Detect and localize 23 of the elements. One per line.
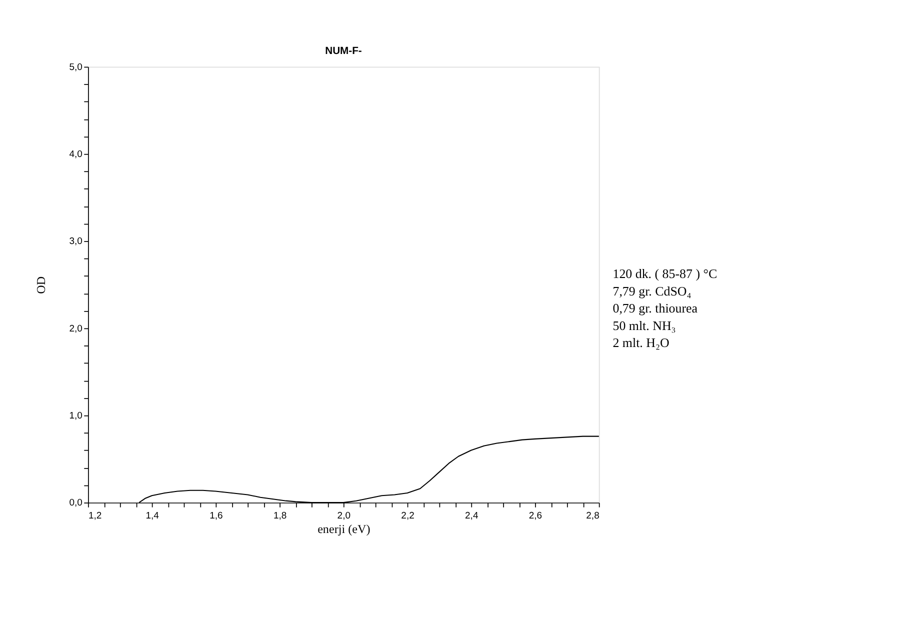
x-tick-label: 1,4 xyxy=(146,510,159,522)
chart-title: NUM-F- xyxy=(325,46,362,57)
y-tick-label: 0,0 xyxy=(69,498,82,509)
text: 0,79 gr. thiourea xyxy=(612,300,698,316)
x-tick-label: 2,0 xyxy=(337,510,350,522)
text: 120 dk. ( 85-87 ) °C xyxy=(612,266,718,281)
text: 50 mlt. NH₃ xyxy=(612,318,676,333)
y-tick-label: 5,0 xyxy=(69,62,82,73)
x-tick-label: 1,2 xyxy=(88,510,102,522)
y-tick-label: 4,0 xyxy=(69,148,82,160)
x-tick-label: 2,8 xyxy=(586,510,600,522)
x-tick-label: 2,4 xyxy=(465,510,478,522)
y-tick-label: 1,0 xyxy=(69,410,82,422)
x-tick-label: 1,8 xyxy=(273,510,287,522)
text: 2 mlt. H₂O xyxy=(612,335,670,350)
y-tick-label: 3,0 xyxy=(69,236,82,248)
y-tick-label: 2,0 xyxy=(69,323,82,334)
x-tick-label: 1,6 xyxy=(210,510,223,522)
x-tick-label: 2,2 xyxy=(401,510,414,522)
x-axis-title: enerji (eV) xyxy=(318,522,370,536)
text: 7,79 gr. CdSO₄ xyxy=(612,283,692,298)
x-tick-label: 2,6 xyxy=(528,510,542,522)
y-axis-title: OD xyxy=(34,276,48,294)
